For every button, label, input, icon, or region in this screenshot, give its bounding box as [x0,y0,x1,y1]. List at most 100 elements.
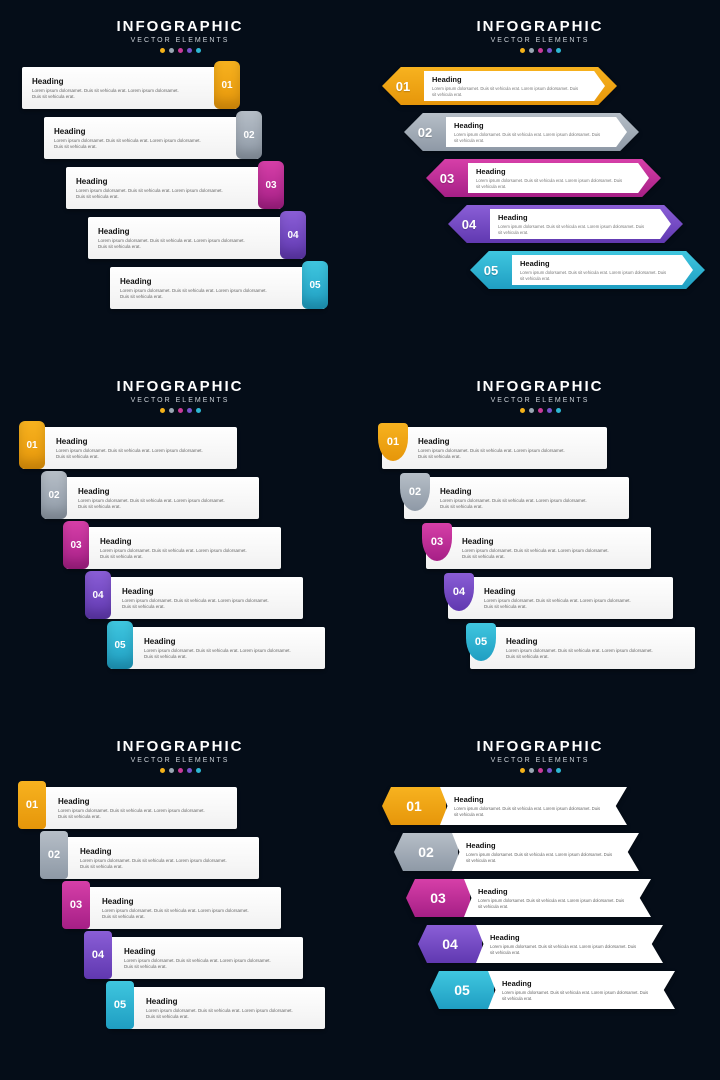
panel-title: INFOGRAPHIC [22,738,338,755]
item-number-badge: 02 [236,111,262,159]
palette-dots [382,48,698,53]
palette-dot [160,768,165,773]
panel-6: INFOGRAPHIC VECTOR ELEMENTS 01HeadingLor… [360,720,720,1080]
item-heading: Heading [462,537,641,546]
item-lorem: Lorem ipsum dolorsamet. Duis sit vehicul… [440,498,590,510]
palette-dot [169,768,174,773]
infographic-item: HeadingLorem ipsum dolorsamet. Duis sit … [88,937,303,979]
item-heading: Heading [76,177,271,186]
item-heading: Heading [58,797,227,806]
panel-5: INFOGRAPHIC VECTOR ELEMENTS HeadingLorem… [0,720,360,1080]
infographic-item: 04 Heading Lorem ipsum dolorsamet. Duis si… [418,925,663,963]
panel-subtitle: VECTOR ELEMENTS [22,397,338,404]
stack-2: 01HeadingLorem ipsum dolorsamet. Duis si… [382,61,698,321]
item-lorem: Lorem ipsum dolorsamet. Duis sit vehicul… [78,498,228,510]
infographic-item: HeadingLorem ipsum dolorsamet. Duis sit … [110,627,325,669]
infographic-item: 04HeadingLorem ipsum dolorsamet. Duis si… [448,205,683,243]
palette-dot [529,408,534,413]
item-lorem: Lorem ipsum dolorsamet. Duis sit vehicul… [502,990,652,1001]
item-number-badge: 01 [382,787,446,825]
palette-dot [187,408,192,413]
palette-dots [382,768,698,773]
infographic-item: 03HeadingLorem ipsum dolorsamet. Duis si… [406,879,651,917]
palette-dot [556,408,561,413]
palette-dot [538,48,543,53]
palette-dot [547,768,552,773]
item-lorem: Lorem ipsum dolorsamet. Duis sit vehicul… [498,224,648,235]
item-number-badge: 05 [106,981,134,1029]
item-lorem: Lorem ipsum dolorsamet. Duis sit vehicul… [58,808,208,820]
palette-dot [547,408,552,413]
item-number-badge: 04 [84,931,112,979]
item-heading: Heading [478,887,651,896]
infographic-item: HeadingLorem ipsum dolorsamet. Duis sit … [44,117,259,159]
item-heading: Heading [520,259,687,268]
infographic-item: HeadingLorem ipsum dolorsamet. Duis sit … [22,67,237,109]
palette-dot [196,768,201,773]
infographic-item: 05HeadingLorem ipsum dolorsamet. Duis si… [430,971,675,1009]
item-lorem: Lorem ipsum dolorsamet. Duis sit vehicul… [462,548,612,560]
panel-1: INFOGRAPHIC VECTOR ELEMENTS HeadingLorem… [0,0,360,360]
item-lorem: Lorem ipsum dolorsamet. Duis sit vehicul… [454,132,604,143]
item-number-badge: 02 [41,471,67,519]
item-lorem: Lorem ipsum dolorsamet. Duis sit vehicul… [476,178,626,189]
item-number-badge: 05 [302,261,328,309]
item-lorem: Lorem ipsum dolorsamet. Duis sit vehicul… [122,598,272,610]
infographic-item: Heading Lorem ipsum dolorsamet. Duis sit … [110,267,325,309]
palette-dot [169,408,174,413]
panel-2: INFOGRAPHIC VECTOR ELEMENTS 01HeadingLor… [360,0,720,360]
palette-dot [160,48,165,53]
palette-dot [520,768,525,773]
item-heading: Heading [32,77,227,86]
item-lorem: Lorem ipsum dolorsamet. Duis sit vehicul… [454,806,604,817]
item-number-badge: 05 [474,251,508,289]
item-lorem: Lorem ipsum dolorsamet. Duis sit vehicul… [466,852,616,863]
item-lorem: Lorem ipsum dolorsamet. Duis sit vehicul… [54,138,204,150]
panel-4: INFOGRAPHIC VECTOR ELEMENTS HeadingLorem… [360,360,720,720]
item-number-badge: 01 [214,61,240,109]
item-number-badge: 05 [430,971,494,1009]
item-heading: Heading [418,437,597,446]
infographic-item: HeadingLorem ipsum dolorsamet. Duis sit … [448,577,673,619]
item-number-badge: 04 [85,571,111,619]
palette-dot [547,48,552,53]
panel-subtitle: VECTOR ELEMENTS [382,397,698,404]
palette-dot [187,768,192,773]
infographic-item: HeadingLorem ipsum dolorsamet. Duis sit … [66,167,281,209]
item-lorem: Lorem ipsum dolorsamet. Duis sit vehicul… [98,238,248,250]
panel-3: INFOGRAPHIC VECTOR ELEMENTS HeadingLorem… [0,360,360,720]
palette-dot [529,768,534,773]
item-lorem: Lorem ipsum dolorsamet. Duis sit vehicul… [120,288,270,300]
infographic-item: HeadingLorem ipsum dolorsamet. Duis sit … [22,427,237,469]
item-lorem: Lorem ipsum dolorsamet. Duis sit vehicul… [520,270,670,281]
palette-dot [178,48,183,53]
palette-dot [187,48,192,53]
item-heading: Heading [490,933,663,942]
item-number-badge: 04 [418,925,482,963]
infographic-item: Heading Lorem ipsum dolorsamet. Duis sit … [426,527,651,569]
item-lorem: Lorem ipsum dolorsamet. Duis sit vehicul… [80,858,230,870]
infographic-item: 01HeadingLorem ipsum dolorsamet. Duis si… [382,67,617,105]
item-lorem: Lorem ipsum dolorsamet. Duis sit vehicul… [490,944,640,955]
stack-5: Heading Lorem ipsum dolorsamet. Duis sit … [22,781,338,1041]
stack-6: 01 Heading Lorem ipsum dolorsamet. Duis si… [382,781,698,1041]
item-number-badge: 03 [258,161,284,209]
palette-dot [196,48,201,53]
infographic-item: HeadingLorem ipsum dolorsamet. Duis sit … [44,837,259,879]
infographic-item: HeadingLorem ipsum dolorsamet. Duis sit … [66,527,281,569]
stack-3: Heading Lorem ipsum dolorsamet. Duis sit … [22,421,338,681]
palette-dots [22,768,338,773]
item-lorem: Lorem ipsum dolorsamet. Duis sit vehicul… [124,958,274,970]
item-heading: Heading [100,537,271,546]
item-lorem: Lorem ipsum dolorsamet. Duis sit vehicul… [56,448,206,460]
item-heading: Heading [120,277,315,286]
infographic-item: HeadingLorem ipsum dolorsamet. Duis sit … [110,987,325,1029]
item-number-badge: 03 [63,521,89,569]
palette-dot [196,408,201,413]
palette-dot [538,408,543,413]
item-lorem: Lorem ipsum dolorsamet. Duis sit vehicul… [146,1008,296,1020]
infographic-item: 02HeadingLorem ipsum dolorsamet. Duis si… [404,113,639,151]
item-number-badge: 03 [430,159,464,197]
infographic-item: HeadingLorem ipsum dolorsamet. Duis sit … [470,627,695,669]
infographic-item: HeadingLorem ipsum dolorsamet. Duis sit … [66,887,281,929]
